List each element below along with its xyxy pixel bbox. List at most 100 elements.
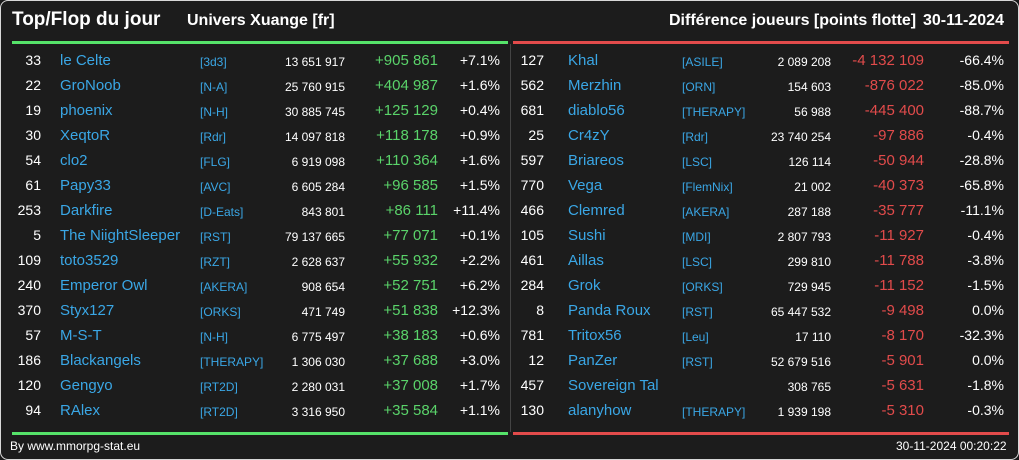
points-difference: -9 498 (881, 302, 924, 319)
alliance-tag-link[interactable]: [RT2D] (200, 405, 238, 419)
player-name-link[interactable]: Vega (568, 177, 603, 194)
player-name-link[interactable]: clo2 (60, 152, 88, 169)
player-name-link[interactable]: RAlex (60, 402, 101, 419)
player-rank: 94 (25, 402, 41, 418)
alliance-tag-link[interactable]: [N-H] (200, 105, 228, 119)
player-name-link[interactable]: Cr4zY (568, 127, 610, 144)
player-points: 154 603 (787, 80, 831, 94)
player-points: 308 765 (787, 380, 831, 394)
alliance-tag-link[interactable]: [ASILE] (682, 55, 723, 69)
points-difference: +96 585 (383, 177, 438, 194)
player-name-link[interactable]: Blackangels (60, 352, 141, 369)
player-points: 471 749 (301, 305, 345, 319)
alliance-tag-link[interactable]: [Leu] (682, 330, 709, 344)
alliance-tag-link[interactable]: [AVC] (200, 180, 231, 194)
player-name-link[interactable]: Sovereign Tal (568, 377, 659, 394)
alliance-tag-link[interactable]: [FlemNix] (682, 180, 733, 194)
points-difference: -876 022 (864, 77, 924, 94)
player-name-link[interactable]: diablo56 (568, 102, 625, 119)
table-row: 240 Emperor Owl [AKERA] 908 654 +52 751 +6.2% (1, 274, 510, 299)
points-difference: -5 901 (881, 352, 924, 369)
alliance-tag-link[interactable]: [N-H] (200, 330, 228, 344)
alliance-tag-link[interactable]: [Rdr] (682, 130, 709, 144)
points-difference: -5 631 (881, 377, 924, 394)
percent-change: -11.1% (960, 202, 1004, 218)
player-name-link[interactable]: Grok (568, 277, 601, 294)
player-name-link[interactable]: Briareos (568, 152, 624, 169)
player-name-link[interactable]: The NiightSleeper (60, 227, 181, 244)
player-name-link[interactable]: Aillas (568, 252, 604, 269)
player-name-link[interactable]: toto3529 (60, 252, 119, 269)
alliance-tag-link[interactable]: [D-Eats] (200, 205, 244, 219)
alliance-tag-link[interactable]: [RST] (200, 230, 231, 244)
player-rank: 770 (520, 177, 544, 193)
player-name-link[interactable]: M-S-T (60, 327, 102, 344)
player-points: 1 939 198 (777, 405, 831, 419)
player-rank: 370 (17, 302, 41, 318)
player-points: 56 988 (794, 105, 831, 119)
player-name-link[interactable]: Gengyo (60, 377, 113, 394)
alliance-tag-link[interactable]: [RST] (682, 305, 713, 319)
percent-change: -28.8% (959, 152, 1004, 168)
player-name-link[interactable]: Sushi (568, 227, 606, 244)
points-difference: -4 132 109 (852, 52, 924, 69)
alliance-tag-link[interactable]: [AKERA] (200, 280, 248, 294)
alliance-tag-link[interactable]: [RST] (682, 355, 713, 369)
player-name-link[interactable]: Styx127 (60, 302, 115, 319)
player-name-link[interactable]: Darkfire (60, 202, 113, 219)
player-name-link[interactable]: Tritox56 (568, 327, 622, 344)
table-row: 8 Panda Roux [RST] 65 447 532 -9 498 0.0% (511, 299, 1018, 324)
alliance-tag-link[interactable]: [RZT] (200, 255, 230, 269)
points-difference: -5 310 (881, 402, 924, 419)
header: Top/Flop du jour Univers Xuange [fr] Dif… (1, 1, 1018, 41)
player-name-link[interactable]: Emperor Owl (60, 277, 148, 294)
alliance-tag-link[interactable]: [3d3] (200, 55, 227, 69)
alliance-tag-link[interactable]: [MDI] (682, 230, 711, 244)
percent-change: -1.8% (967, 377, 1004, 393)
alliance-tag-link[interactable]: [LSC] (682, 155, 713, 169)
alliance-tag-link[interactable]: [THERAPY] (682, 105, 746, 119)
percent-change: +3.0% (459, 352, 500, 368)
table-row: 253 Darkfire [D-Eats] 843 801 +86 111 +11.4% (1, 199, 510, 224)
player-name-link[interactable]: Merzhin (568, 77, 622, 94)
player-name-link[interactable]: Clemred (568, 202, 625, 219)
alliance-tag-link[interactable]: [THERAPY] (200, 355, 264, 369)
alliance-tag-link[interactable]: [LSC] (682, 255, 713, 269)
points-difference: +35 584 (383, 402, 438, 419)
player-rank: 30 (25, 127, 41, 143)
alliance-tag-link[interactable]: [ORN] (682, 80, 716, 94)
player-name-link[interactable]: Khal (568, 52, 599, 69)
metric-label: Différence joueurs [points flotte] (669, 12, 917, 29)
player-name-link[interactable]: Panda Roux (568, 302, 651, 319)
player-points: 25 760 915 (284, 80, 345, 94)
player-rank: 12 (528, 352, 544, 368)
player-points: 14 097 818 (284, 130, 345, 144)
alliance-tag-link[interactable]: [AKERA] (682, 205, 730, 219)
points-difference: +77 071 (383, 227, 438, 244)
player-points: 17 110 (795, 330, 831, 344)
alliance-tag-link[interactable]: [ORKS] (200, 305, 241, 319)
player-points: 6 605 284 (291, 180, 345, 194)
player-rank: 186 (17, 352, 41, 368)
player-name-link[interactable]: Papy33 (60, 177, 111, 194)
alliance-tag-link[interactable]: [N-A] (200, 80, 228, 94)
flop-accent-bar (513, 41, 1009, 44)
table-row: 466 Clemred [AKERA] 287 188 -35 777 -11.1% (511, 199, 1018, 224)
alliance-tag-link[interactable]: [ORKS] (682, 280, 723, 294)
player-name-link[interactable]: GroNoob (60, 77, 121, 94)
percent-change: +0.4% (459, 102, 500, 118)
player-name-link[interactable]: le Celte (60, 52, 111, 69)
player-name-link[interactable]: phoenix (60, 102, 113, 119)
alliance-tag-link[interactable]: [RT2D] (200, 380, 238, 394)
alliance-tag-link[interactable]: [THERAPY] (682, 405, 746, 419)
player-points: 21 002 (794, 180, 831, 194)
player-name-link[interactable]: XeqtoR (60, 127, 111, 144)
alliance-tag-link[interactable]: [Rdr] (200, 130, 227, 144)
date-label: 30-11-2024 (923, 12, 1004, 29)
player-name-link[interactable]: alanyhow (568, 402, 632, 419)
player-points: 126 114 (788, 155, 832, 169)
player-rank: 457 (520, 377, 544, 393)
alliance-tag-link[interactable]: [FLG] (200, 155, 231, 169)
player-name-link[interactable]: PanZer (568, 352, 618, 369)
player-rank: 105 (520, 227, 544, 243)
